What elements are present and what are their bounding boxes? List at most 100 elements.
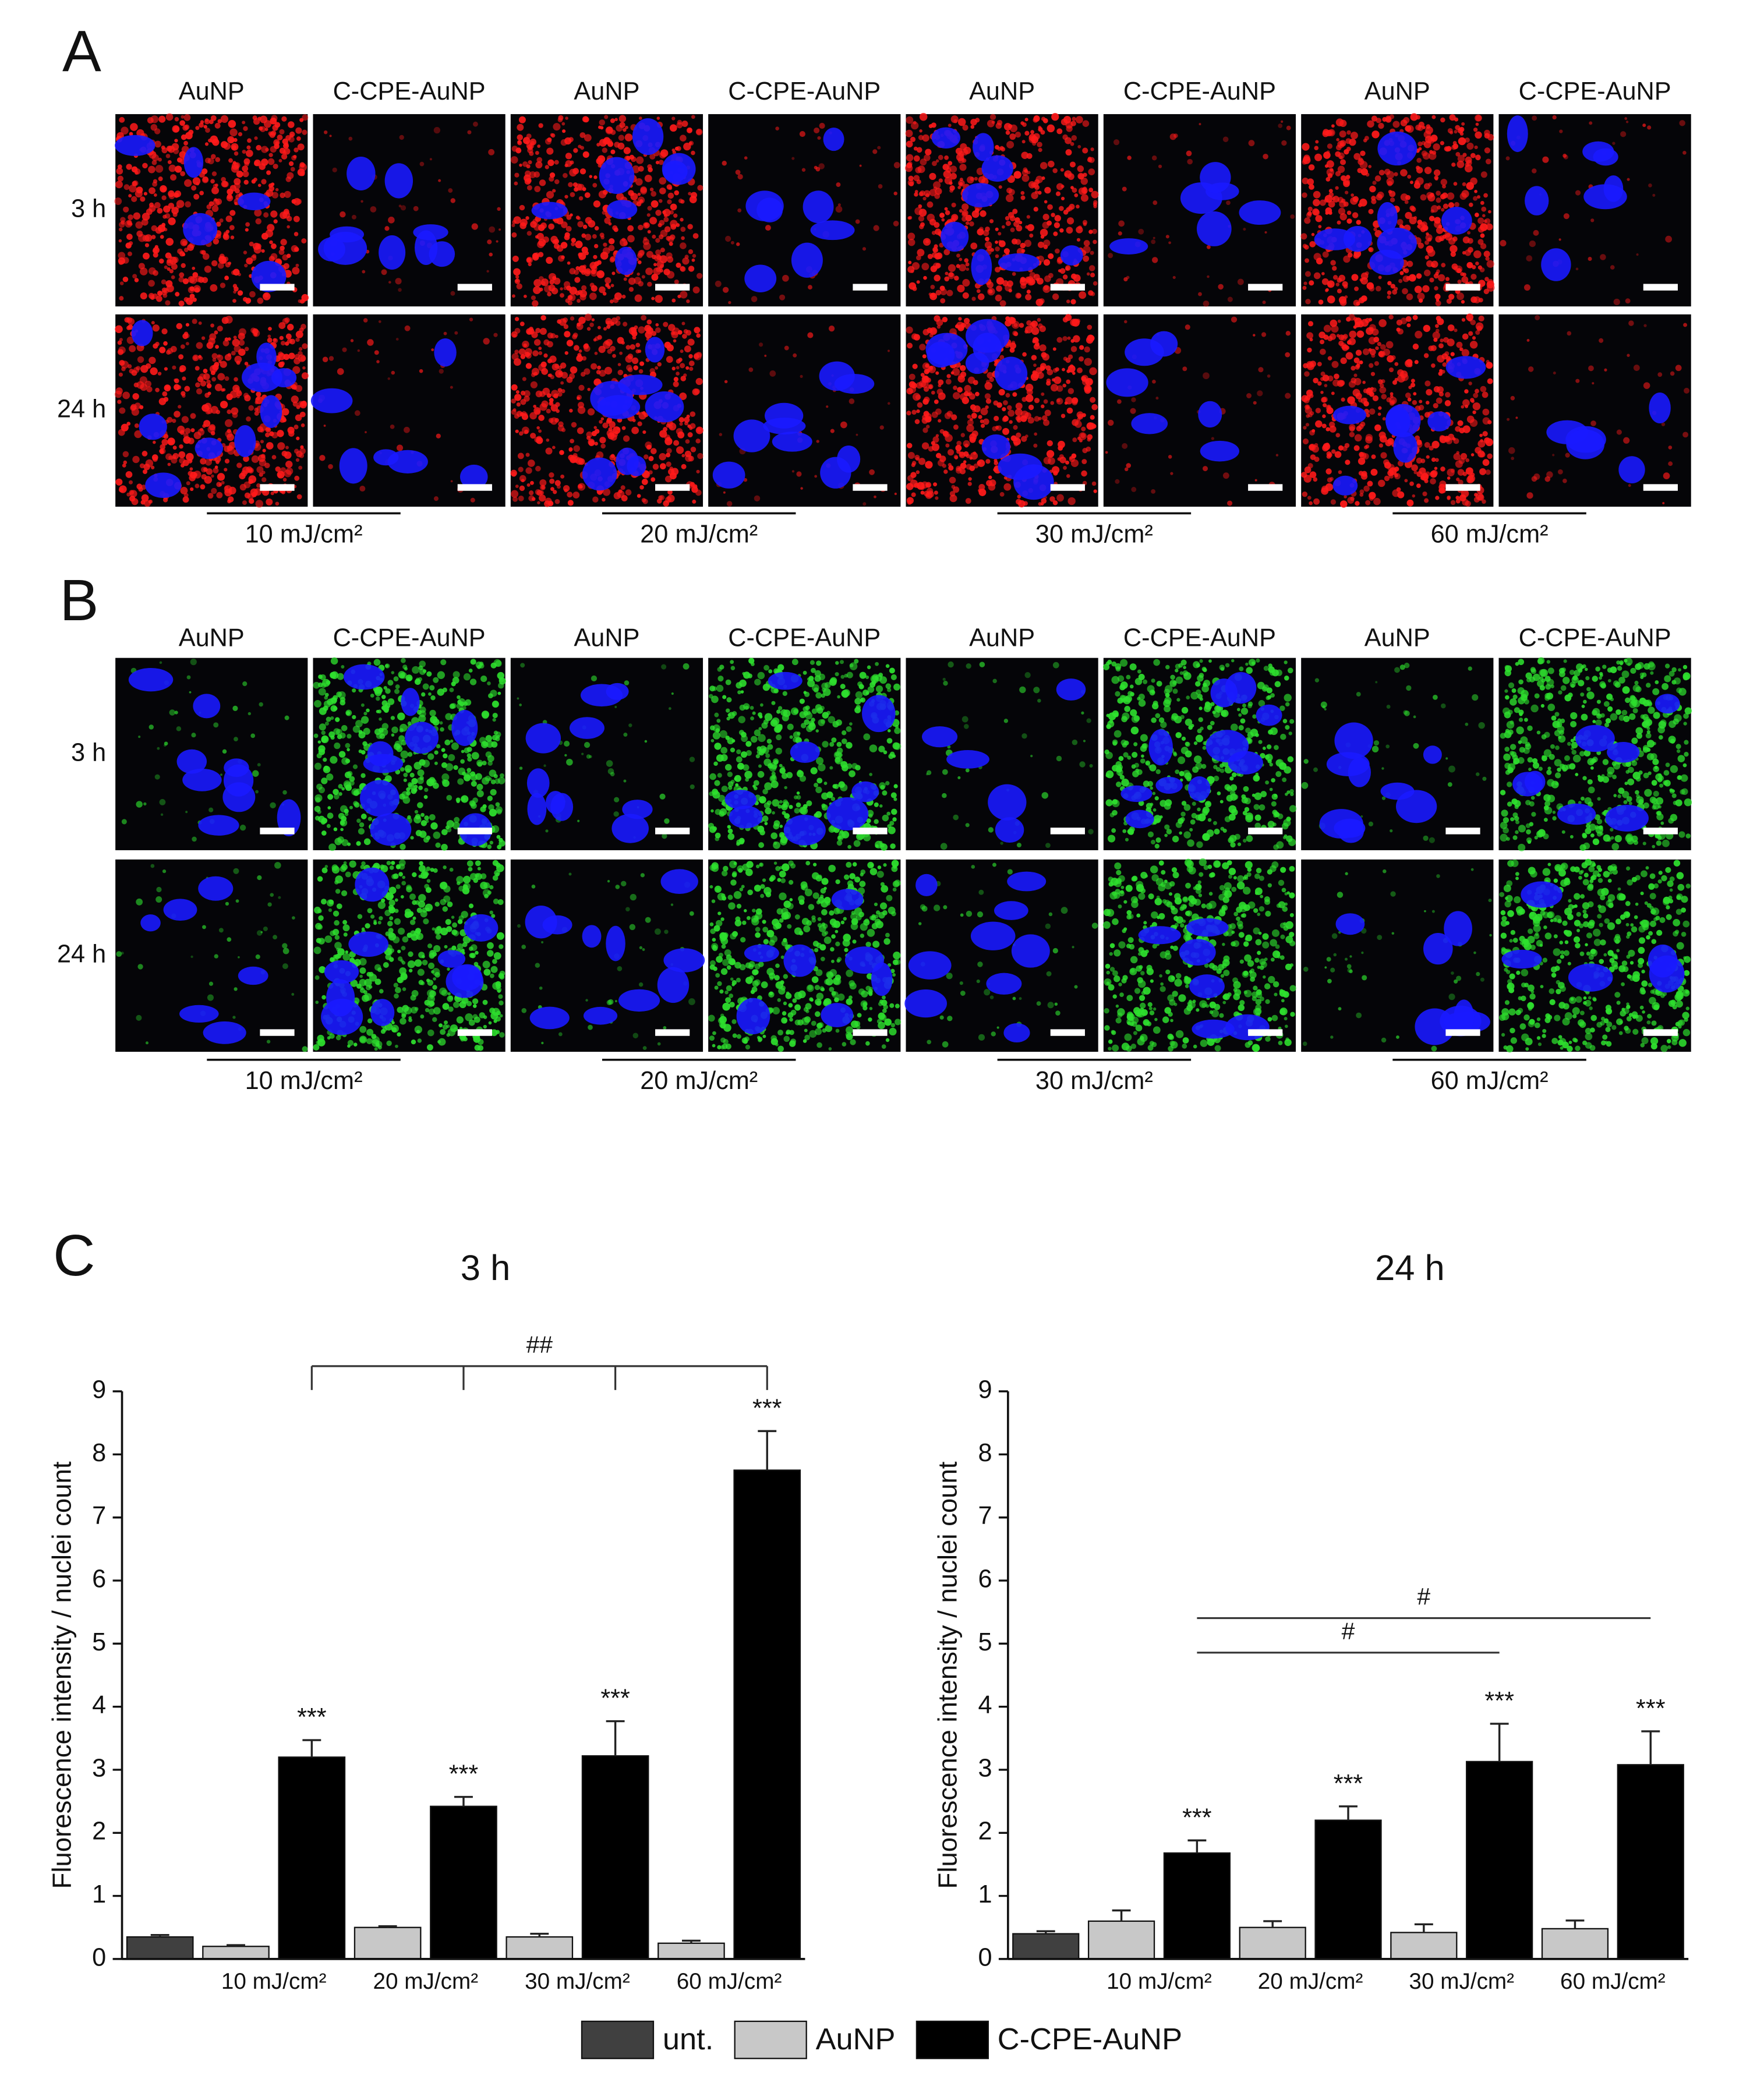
scale-bar <box>1050 484 1085 491</box>
stain-speck <box>121 220 125 225</box>
stain-speck <box>1185 324 1190 330</box>
stain-speck <box>1470 153 1476 158</box>
stain-speck <box>1363 388 1368 394</box>
stain-speck <box>1381 379 1385 384</box>
stain-speck <box>1321 423 1327 429</box>
stain-speck <box>524 429 529 434</box>
stain-speck <box>1152 379 1156 384</box>
stain-speck <box>563 281 571 288</box>
stain-speck <box>1412 494 1416 498</box>
stain-speck <box>955 147 963 155</box>
stain-speck <box>547 159 554 167</box>
stain-speck <box>1069 364 1074 369</box>
stain-speck <box>128 241 133 246</box>
stain-speck <box>666 236 671 241</box>
stain-speck <box>1131 397 1136 402</box>
stain-speck <box>1012 208 1018 214</box>
stain-speck <box>869 469 875 475</box>
stain-speck <box>1001 147 1006 152</box>
stain-speck <box>236 462 242 468</box>
stain-speck <box>203 125 207 129</box>
stain-speck <box>1407 174 1412 179</box>
stain-speck <box>693 353 699 359</box>
stain-speck <box>185 342 189 346</box>
stain-speck <box>625 126 628 129</box>
stain-speck <box>1082 147 1088 154</box>
stain-speck <box>215 157 221 162</box>
stain-speck <box>225 215 232 222</box>
stain-speck <box>176 323 183 330</box>
stain-speck <box>1051 213 1055 217</box>
stain-speck <box>917 402 923 408</box>
stain-speck <box>526 231 532 236</box>
stain-speck <box>1434 217 1441 224</box>
nucleus <box>819 361 855 391</box>
stain-speck <box>131 498 139 505</box>
stain-speck <box>651 274 659 281</box>
stain-speck <box>599 139 607 147</box>
stain-speck <box>1286 125 1291 130</box>
stain-speck <box>1411 379 1415 383</box>
stain-speck <box>1375 285 1381 292</box>
stain-speck <box>916 147 922 153</box>
stain-speck <box>918 192 924 197</box>
stain-speck <box>280 361 285 366</box>
stain-speck <box>1425 234 1433 241</box>
stain-speck <box>1345 459 1351 465</box>
stain-speck <box>118 429 125 436</box>
stain-speck <box>554 418 559 423</box>
stain-speck <box>908 373 915 380</box>
stain-speck <box>696 469 700 473</box>
stain-speck <box>1048 253 1054 259</box>
stain-speck <box>649 217 657 225</box>
stain-speck <box>914 207 922 215</box>
micrograph <box>1498 114 1691 307</box>
stain-speck <box>301 423 305 427</box>
stain-speck <box>231 145 237 150</box>
stain-speck <box>985 380 990 384</box>
stain-speck <box>681 321 685 326</box>
stain-speck <box>139 376 147 384</box>
stain-speck <box>297 168 305 176</box>
stain-speck <box>1016 225 1023 232</box>
stain-speck <box>1254 479 1257 482</box>
stain-speck <box>552 189 556 193</box>
stain-speck <box>391 370 395 375</box>
stain-speck <box>523 294 527 298</box>
stain-speck <box>697 185 704 191</box>
stain-speck <box>1365 444 1370 449</box>
stain-speck <box>599 119 606 126</box>
stain-speck <box>1285 393 1291 399</box>
stain-speck <box>957 186 961 189</box>
stain-speck <box>227 136 235 144</box>
stain-speck <box>1381 394 1387 399</box>
stain-speck <box>1374 424 1381 432</box>
stain-speck <box>230 235 235 239</box>
stain-speck <box>157 291 163 296</box>
micrograph <box>1498 314 1691 507</box>
stain-speck <box>971 210 980 218</box>
stain-speck <box>964 258 969 263</box>
stain-speck <box>1450 468 1455 473</box>
stain-speck <box>569 268 576 275</box>
stain-speck <box>1657 372 1663 377</box>
stain-speck <box>1441 208 1445 212</box>
stain-speck <box>956 450 961 454</box>
stain-speck <box>519 485 525 492</box>
stain-speck <box>1034 432 1038 436</box>
stain-speck <box>575 215 580 220</box>
stain-speck <box>602 189 608 195</box>
stain-speck <box>1009 133 1016 140</box>
stain-speck <box>1026 320 1032 326</box>
stain-speck <box>250 488 258 496</box>
stain-speck <box>1482 431 1488 437</box>
stain-speck <box>953 386 957 390</box>
stain-speck <box>419 660 426 667</box>
stain-speck <box>1127 155 1132 160</box>
stain-speck <box>257 763 261 767</box>
stain-speck <box>609 454 616 461</box>
nucleus <box>962 183 999 208</box>
stain-speck <box>1091 190 1099 199</box>
stain-speck <box>169 255 172 259</box>
stain-speck <box>799 130 805 137</box>
